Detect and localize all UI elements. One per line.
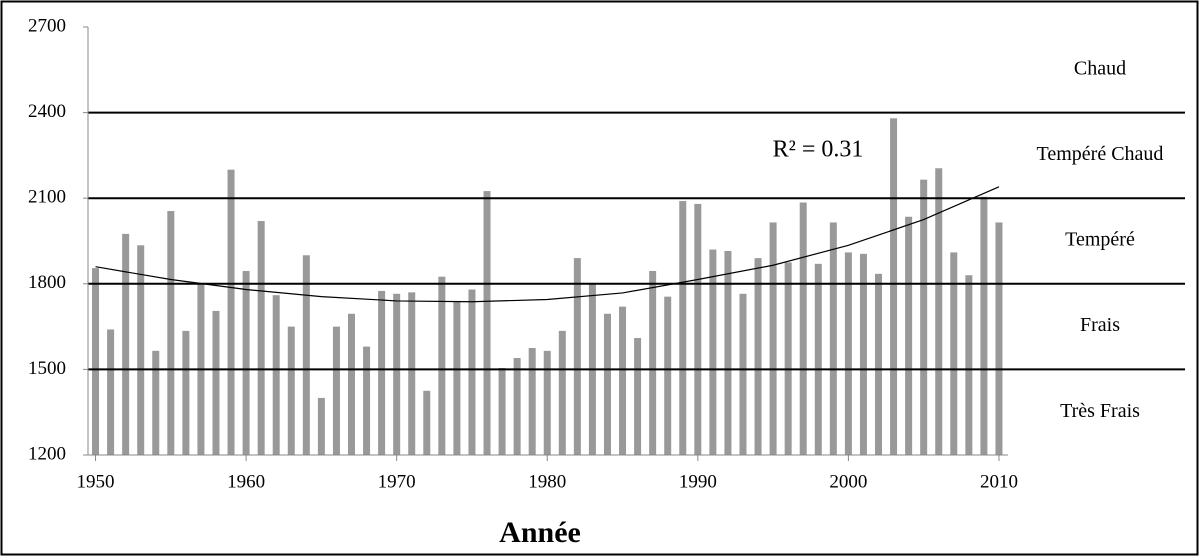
bar <box>287 326 295 455</box>
bar <box>950 252 958 455</box>
bar <box>965 275 973 455</box>
bar <box>393 293 401 455</box>
bar <box>754 258 762 455</box>
y-tick-label: 2700 <box>28 15 66 36</box>
bar <box>920 179 928 456</box>
bar <box>859 253 867 455</box>
bar <box>182 330 190 455</box>
bar <box>995 222 1003 455</box>
x-tick-label: 1950 <box>77 471 115 492</box>
x-tick-label: 1970 <box>378 471 416 492</box>
bar <box>603 313 611 455</box>
bar <box>980 196 988 456</box>
band-label: Très Frais <box>1060 400 1140 422</box>
bar <box>799 202 807 455</box>
bar <box>619 306 627 455</box>
bar <box>935 168 943 456</box>
bar <box>724 250 732 455</box>
bar <box>257 221 265 455</box>
y-tick-label: 2400 <box>28 101 66 122</box>
x-axis-title: Année <box>499 516 581 549</box>
bar <box>649 270 657 455</box>
bar <box>332 326 340 455</box>
band-label: Tempéré <box>1065 229 1135 251</box>
bar <box>664 296 672 455</box>
bar <box>167 211 175 455</box>
band-label: Chaud <box>1074 57 1126 79</box>
bar <box>317 397 325 455</box>
bar <box>468 289 476 455</box>
bar <box>829 222 837 455</box>
bar <box>558 330 566 455</box>
bar <box>438 276 446 455</box>
bar <box>498 367 506 455</box>
bar <box>890 118 898 455</box>
bar <box>905 216 913 455</box>
bar <box>408 292 416 455</box>
bar <box>483 191 491 456</box>
bar <box>378 290 386 455</box>
trend-line <box>95 186 1000 303</box>
x-tick-label: 1990 <box>679 471 717 492</box>
y-tick-label: 1800 <box>28 272 66 293</box>
bar <box>769 222 777 455</box>
bar <box>573 258 581 455</box>
bar <box>122 233 130 455</box>
band-label: Tempéré Chaud <box>1037 143 1164 165</box>
bar <box>528 348 536 455</box>
x-tick-label: 1960 <box>227 471 265 492</box>
bar <box>348 313 356 455</box>
bar <box>272 295 280 455</box>
bar <box>227 169 235 455</box>
bar <box>709 249 717 455</box>
bar <box>302 255 310 455</box>
bar <box>152 350 160 455</box>
y-tick-label: 1500 <box>28 358 66 379</box>
bar <box>814 263 822 455</box>
bar <box>363 346 371 455</box>
bar <box>875 273 883 455</box>
x-tick-label: 2010 <box>980 471 1018 492</box>
bar <box>634 338 642 455</box>
y-tick-label: 1200 <box>28 443 66 464</box>
bar <box>739 293 747 455</box>
bar <box>212 310 220 455</box>
bar <box>453 300 461 455</box>
bar <box>107 329 115 455</box>
bar <box>844 252 852 455</box>
bar <box>92 268 100 455</box>
band-label: Frais <box>1080 314 1120 336</box>
bar <box>513 357 521 455</box>
annotation: R² = 0.31 <box>773 137 864 163</box>
bar <box>423 390 431 455</box>
bar <box>543 350 551 455</box>
bar <box>679 201 687 455</box>
bar <box>784 262 792 455</box>
bar <box>137 245 145 455</box>
y-tick-label: 2100 <box>28 187 66 208</box>
bar <box>242 270 250 455</box>
x-tick-label: 1980 <box>528 471 566 492</box>
x-tick-label: 2000 <box>829 471 867 492</box>
bar <box>694 203 702 455</box>
